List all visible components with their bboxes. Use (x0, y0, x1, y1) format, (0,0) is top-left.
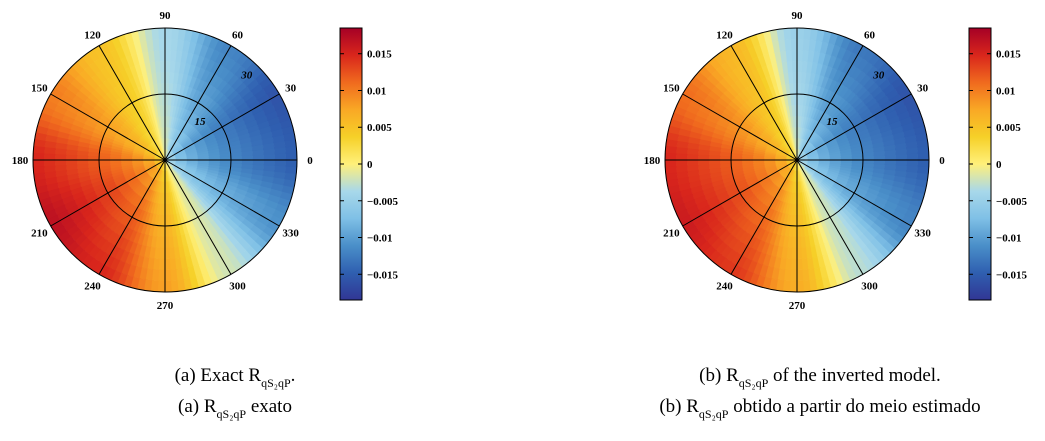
colorbar-tick-label: −0.005 (996, 196, 1028, 208)
colorbar-tick-label: 0.005 (996, 122, 1021, 134)
colorbar-tick-label: −0.01 (996, 233, 1022, 245)
angle-spoke (50, 93, 166, 161)
angle-spoke (98, 159, 166, 275)
angle-tick-label: 120 (716, 29, 733, 41)
angle-tick-label: 330 (914, 228, 931, 240)
angle-tick-label: 120 (84, 29, 101, 41)
angle-tick-label: 150 (663, 83, 680, 95)
angle-spoke (796, 93, 912, 161)
caption-a-line2: (a) RqS₂qP exato (178, 396, 292, 421)
colorbar-tick-label: 0.015 (996, 49, 1021, 61)
angle-spoke (796, 159, 912, 227)
angle-tick-label: 330 (282, 228, 299, 240)
angle-tick-label: 300 (229, 281, 246, 293)
angle-spoke (164, 93, 280, 161)
colorbar-tick-label: 0 (996, 159, 1002, 171)
angle-spoke (98, 45, 166, 161)
angle-tick-label: 0 (307, 155, 313, 167)
angle-spoke (682, 93, 798, 161)
colorbar-tick-label: −0.01 (367, 233, 393, 245)
radial-tick-label: 30 (240, 69, 253, 81)
colorbar-tick-label: −0.005 (367, 196, 399, 208)
colorbar-tick-label: 0.01 (996, 86, 1015, 98)
panel-a: 0 30 60 90 120 150 180 210 240 270 300 330 15 30 0.015… (12, 10, 399, 312)
angle-tick-label: 210 (31, 228, 48, 240)
angle-tick-label: 150 (31, 83, 48, 95)
angle-tick-label: 270 (789, 300, 806, 312)
radial-tick-label: 15 (195, 116, 207, 128)
angle-tick-label: 30 (917, 83, 929, 95)
panel-b: 0 30 60 90 120 150 180 210 240 270 300 330 15 30 0.015… (644, 10, 1028, 312)
colorbar-tick-label: −0.015 (367, 269, 399, 281)
colorbar-tick-label: 0.01 (367, 86, 386, 98)
angle-tick-label: 0 (939, 155, 945, 167)
angle-spoke (164, 159, 280, 227)
angle-spoke (730, 45, 798, 161)
angle-spoke (730, 159, 798, 275)
caption-a-line1: (a) Exact RqS₂qP. (175, 365, 296, 390)
angle-tick-label: 240 (84, 281, 101, 293)
angle-spoke (50, 159, 166, 227)
polar-field (664, 27, 930, 293)
angle-tick-label: 90 (792, 10, 804, 22)
colorbar-tick-label: 0.005 (367, 122, 392, 134)
angle-tick-label: 270 (157, 300, 174, 312)
caption-b-line1: (b) RqS₂qP of the inverted model. (699, 365, 941, 390)
colorbar-tick-label: −0.015 (996, 269, 1028, 281)
caption-b-line2: (b) RqS₂qP obtido a partir do meio estim… (659, 396, 980, 421)
angle-tick-label: 180 (12, 155, 29, 167)
angle-spoke (796, 45, 864, 161)
radial-tick-label: 15 (827, 116, 839, 128)
angle-spoke (682, 159, 798, 227)
colorbar-tick-label: 0.015 (367, 49, 392, 61)
angle-tick-label: 210 (663, 228, 680, 240)
angle-tick-label: 300 (861, 281, 878, 293)
angle-tick-label: 90 (160, 10, 172, 22)
angle-tick-label: 30 (285, 83, 297, 95)
radial-tick-label: 30 (872, 69, 885, 81)
angle-spoke (164, 159, 232, 275)
angle-tick-label: 180 (644, 155, 661, 167)
angle-tick-label: 60 (864, 29, 876, 41)
angle-spoke (796, 159, 864, 275)
angle-tick-label: 240 (716, 281, 733, 293)
angle-spoke (164, 45, 232, 161)
colorbar-tick-label: 0 (367, 159, 373, 171)
angle-tick-label: 60 (232, 29, 244, 41)
